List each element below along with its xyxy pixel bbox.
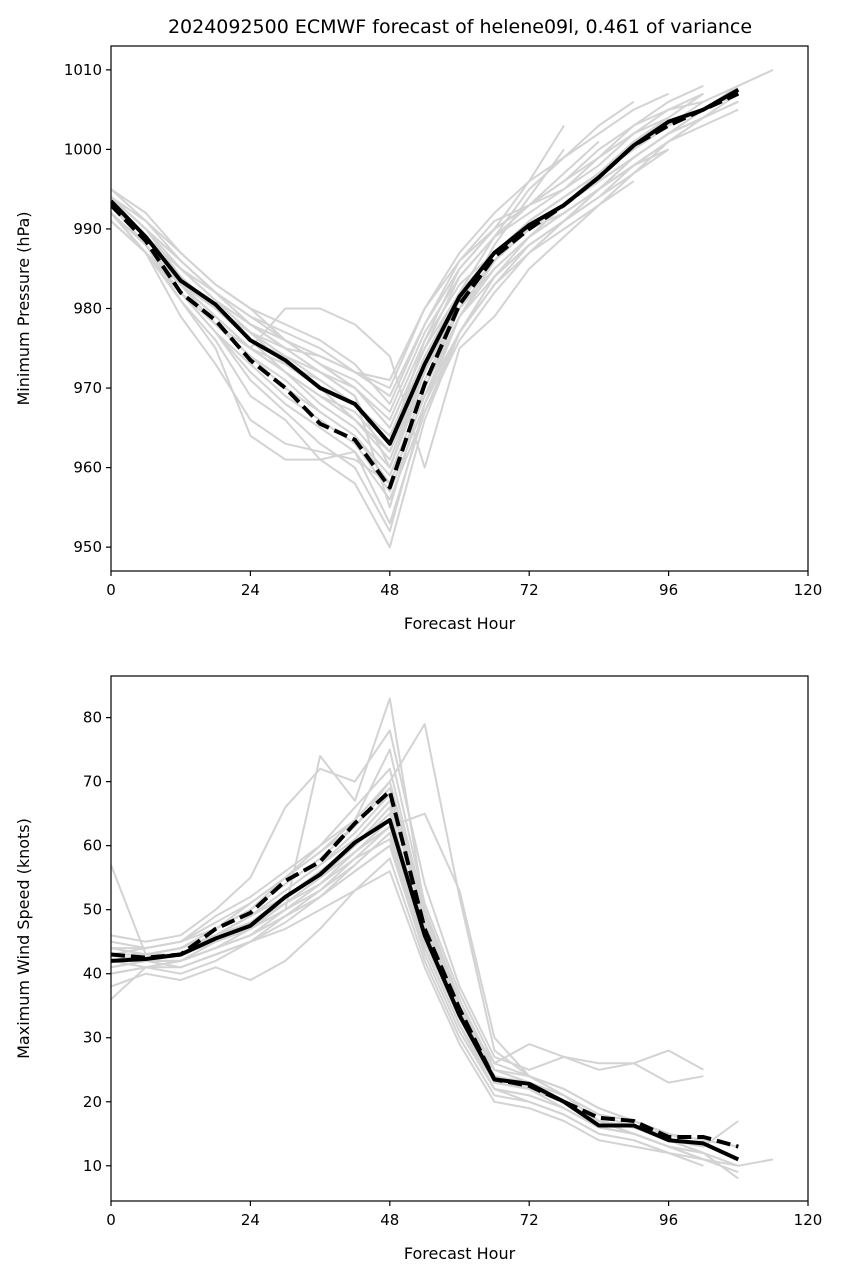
ensemble-member-line [111,870,704,1161]
plot-area [111,68,774,549]
y-tick-label: 960 [73,459,102,477]
y-tick-label: 950 [73,538,102,556]
x-tick-label: 0 [106,581,116,599]
axes-frame [110,675,809,1202]
ensemble-member-line [111,729,704,1071]
x-tick-label: 72 [520,1211,539,1229]
plot-area [111,697,774,1180]
x-tick-label: 120 [794,1211,823,1229]
dashed-series-line [111,91,740,490]
y-tick-label: 1000 [64,140,102,158]
x-axis-label: Forecast Hour [404,1244,516,1263]
ensemble-member-line [111,140,670,469]
wind-panel: 0 24 48 72 96 120 10 20 30 40 50 60 70 80 Forecast Hou… [14,675,823,1263]
x-tick-label: 96 [659,1211,678,1229]
ensemble-member-line [111,148,670,493]
ensemble-member-line [111,100,635,437]
y-tick-label: 990 [73,220,102,238]
x-tick-label: 48 [380,1211,399,1229]
y-tick-label: 970 [73,379,102,397]
y-tick-label: 20 [83,1093,102,1111]
x-tick-label: 96 [659,581,678,599]
y-tick-label: 60 [83,837,102,855]
chart-title: 2024092500 ECMWF forecast of helene09l, … [168,16,752,38]
solid-series-line [111,818,740,1162]
ensemble-member-line [111,92,704,382]
solid-series-line [111,88,740,446]
y-tick-label: 40 [83,965,102,983]
x-axis-label: Forecast Hour [404,614,516,633]
x-tick-label: 0 [106,1211,116,1229]
ensemble-member-line [111,180,635,525]
y-tick-label: 980 [73,300,102,318]
y-tick-label: 50 [83,901,102,919]
x-tick-label: 24 [241,581,260,599]
dashed-series-line [111,789,739,1149]
y-tick-label: 30 [83,1029,102,1047]
pressure-panel: 0 24 48 72 96 120 950 960 970 980 990 1000 1010 Forec… [14,45,823,633]
y-tick-label: 80 [83,709,102,727]
y-tick-label: 10 [83,1157,102,1175]
y-tick-label: 1010 [64,61,102,79]
y-axis-label: Maximum Wind Speed (knots) [14,818,33,1059]
y-tick-label: 70 [83,773,102,791]
x-tick-label: 120 [794,581,823,599]
x-tick-label: 48 [380,581,399,599]
ensemble-member-line [111,84,739,429]
x-tick-label: 72 [520,581,539,599]
y-axis-label: Minimum Pressure (hPa) [14,212,33,406]
x-tick-label: 24 [241,1211,260,1229]
